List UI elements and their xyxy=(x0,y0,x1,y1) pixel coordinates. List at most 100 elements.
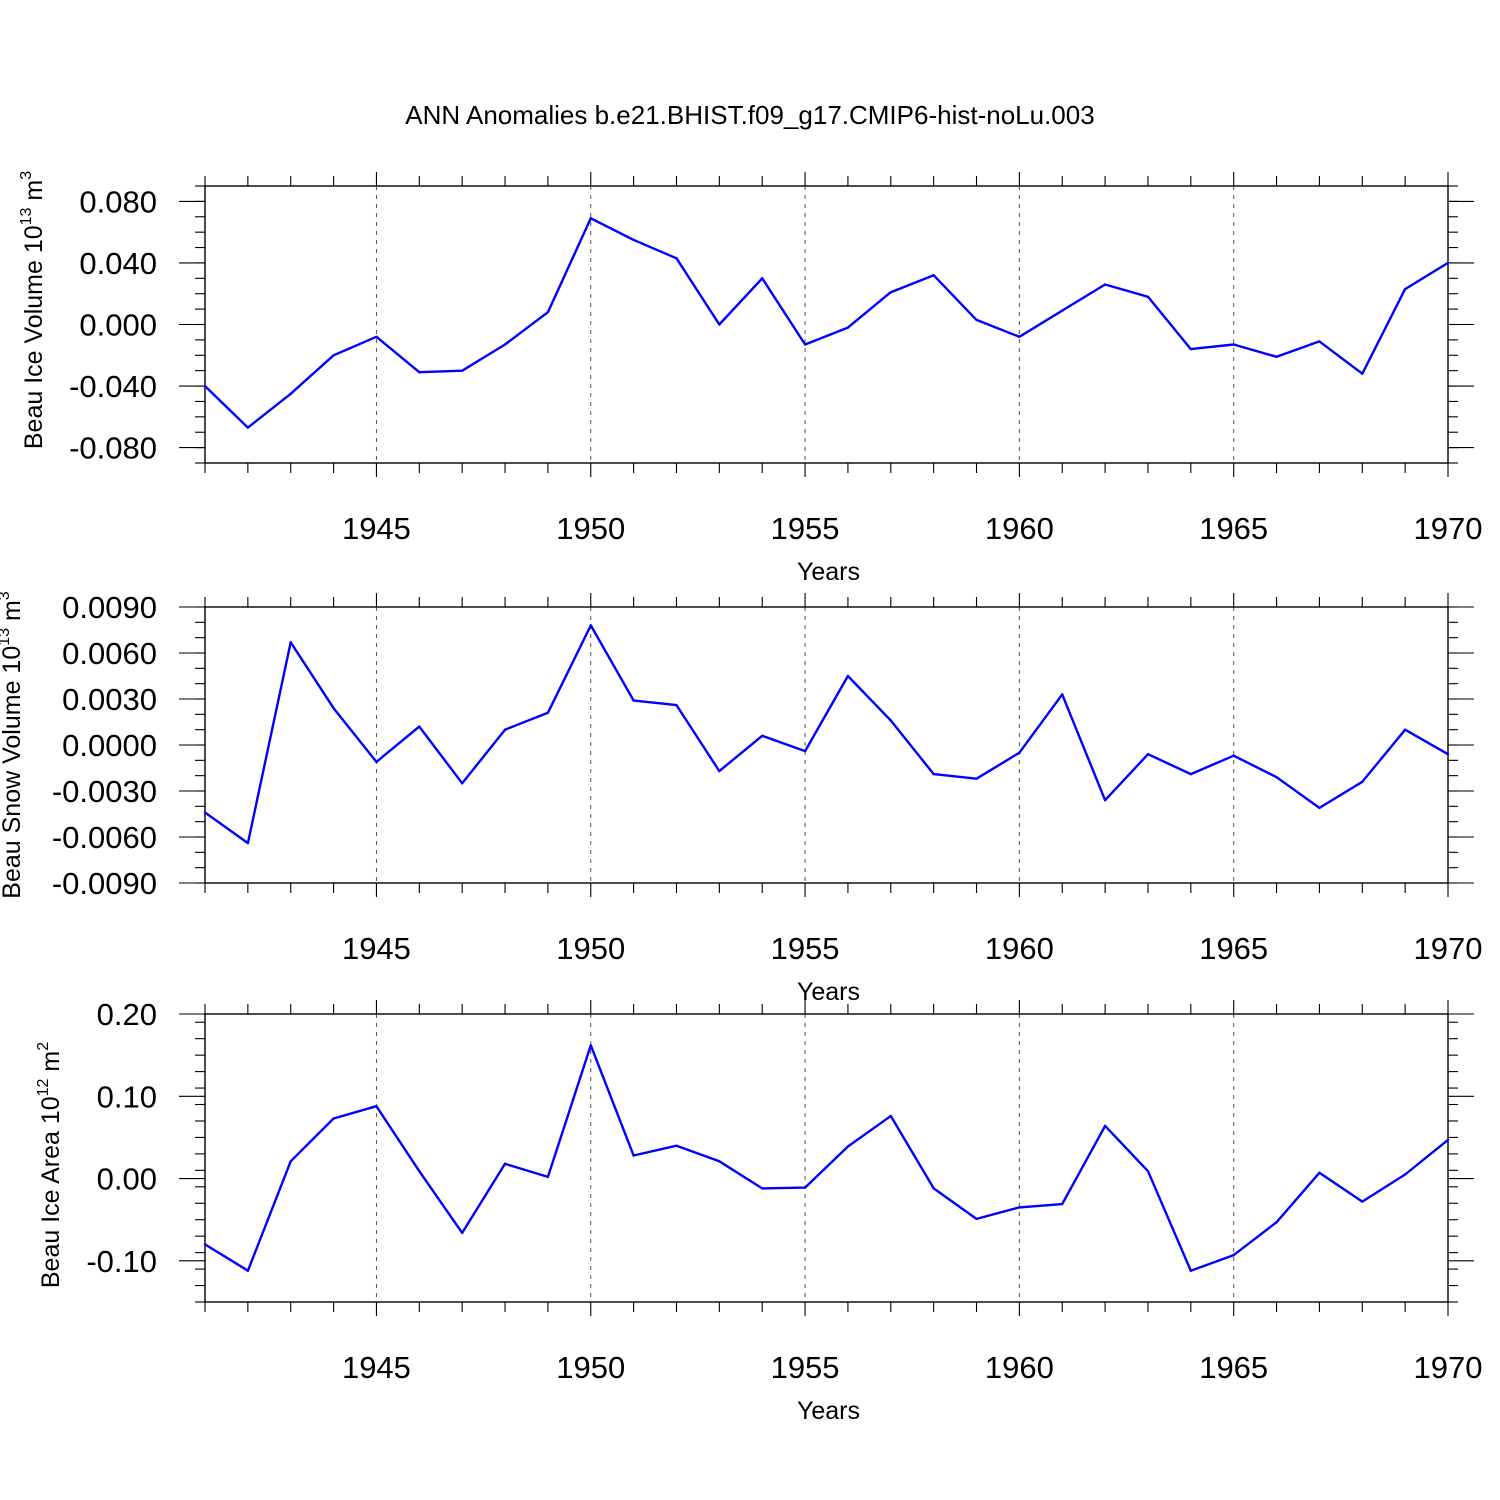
y-axis-label-unit: m xyxy=(20,180,48,208)
y-axis-label-unit-exponent: 2 xyxy=(35,1042,52,1051)
panel-3: 1945 1950 1955 1960 1965 1970 Years -0.10 0.00 0.… xyxy=(35,997,1482,1425)
y-tick-label: 0.00 xyxy=(97,1162,157,1197)
data-point xyxy=(203,384,207,388)
y-tick-label: 0.0030 xyxy=(62,682,157,717)
y-axis-label-unit: m xyxy=(0,600,26,628)
x-tick-label: 1960 xyxy=(985,511,1054,546)
data-point xyxy=(1103,799,1107,802)
data-point xyxy=(546,1175,550,1179)
data-point xyxy=(1318,1171,1321,1175)
data-point xyxy=(375,1104,378,1108)
x-tick-label: 1945 xyxy=(342,511,411,546)
data-point xyxy=(761,1187,764,1190)
data-point xyxy=(718,769,721,773)
x-tick-label: 1970 xyxy=(1414,1350,1483,1385)
y-tick-label: -0.040 xyxy=(69,369,157,404)
y-tick-label: 0.0000 xyxy=(62,728,157,763)
data-point xyxy=(675,703,678,707)
data-point xyxy=(1018,751,1021,754)
data-point xyxy=(1446,261,1450,265)
x-tick-label: 1960 xyxy=(985,931,1054,966)
x-tick-label: 1970 xyxy=(1414,931,1483,966)
chart-title: ANN Anomalies b.e21.BHIST.f09_g17.CMIP6-… xyxy=(405,100,1094,130)
data-point xyxy=(1403,287,1407,291)
data-point xyxy=(289,392,292,395)
data-point xyxy=(1189,1269,1193,1272)
data-point xyxy=(1232,1253,1235,1257)
data-point xyxy=(803,749,807,753)
data-point xyxy=(1275,1220,1278,1224)
data-point xyxy=(1018,1206,1021,1209)
data-point xyxy=(1061,693,1064,696)
data-point xyxy=(1361,780,1364,783)
data-point xyxy=(246,1269,250,1272)
data-point xyxy=(718,1160,721,1163)
data-point xyxy=(932,772,935,776)
y-axis-label: Beau Ice Area 1012 m2 xyxy=(35,1042,65,1288)
data-point xyxy=(332,354,335,357)
y-axis-label-text: Beau Ice Volume 10 xyxy=(20,225,48,449)
data-point xyxy=(332,1117,335,1120)
data-point xyxy=(1103,1124,1107,1128)
y-tick-label: -0.0060 xyxy=(52,820,157,855)
data-point xyxy=(846,326,850,329)
plot-frame xyxy=(204,1013,1449,1303)
x-tick-label: 1950 xyxy=(556,931,625,966)
x-tick-label: 1965 xyxy=(1199,1350,1268,1385)
data-point xyxy=(589,1044,592,1047)
data-point xyxy=(632,699,635,702)
data-point xyxy=(503,1162,507,1165)
x-tick-label: 1955 xyxy=(771,511,840,546)
data-point xyxy=(975,318,978,322)
data-point xyxy=(1018,335,1021,339)
x-tick-label: 1970 xyxy=(1414,511,1483,546)
data-point xyxy=(460,782,464,785)
data-point xyxy=(503,343,507,346)
data-point xyxy=(1061,1202,1064,1206)
data-point xyxy=(1361,372,1364,375)
x-tick-label: 1945 xyxy=(342,1350,411,1385)
data-point xyxy=(1189,347,1193,351)
y-axis-label-exponent: 13 xyxy=(0,628,13,646)
series-line xyxy=(204,624,1449,845)
data-point xyxy=(289,641,292,644)
data-point xyxy=(246,426,250,429)
data-point xyxy=(846,1145,850,1148)
data-point xyxy=(546,711,550,714)
series-line xyxy=(204,217,1449,429)
data-point xyxy=(1318,806,1321,810)
data-point xyxy=(1403,1173,1407,1176)
panels: 1945 1950 1955 1960 1965 1970 Years -0.080 -0.04… xyxy=(0,171,1482,1425)
x-tick-label: 1955 xyxy=(771,1350,840,1385)
series-line xyxy=(204,1044,1449,1272)
data-point xyxy=(375,760,378,764)
x-axis-label: Years xyxy=(797,978,860,1006)
data-point xyxy=(1146,295,1150,298)
data-point xyxy=(460,369,464,372)
data-point xyxy=(546,310,550,314)
data-point xyxy=(932,274,935,277)
y-tick-label: 0.000 xyxy=(79,308,157,343)
y-axis-label-unit: m xyxy=(37,1051,65,1079)
data-point xyxy=(1146,753,1150,756)
data-point xyxy=(589,217,592,220)
panel-2: 1945 1950 1955 1960 1965 1970 Years -0.0090 -0.0… xyxy=(0,590,1482,1006)
x-tick-label: 1955 xyxy=(771,931,840,966)
data-point xyxy=(589,624,592,627)
data-point xyxy=(803,1186,807,1189)
data-point xyxy=(846,674,850,678)
data-point xyxy=(246,841,250,845)
data-point xyxy=(761,734,764,737)
data-point xyxy=(1446,1138,1450,1142)
x-tick-label: 1950 xyxy=(556,511,625,546)
y-axis-label-text: Beau Ice Area 10 xyxy=(37,1096,65,1288)
y-tick-label: -0.080 xyxy=(69,431,157,466)
data-point xyxy=(460,1231,464,1235)
x-axis-label: Years xyxy=(797,558,860,586)
data-point xyxy=(1318,340,1321,343)
plot-frame xyxy=(204,185,1449,464)
data-point xyxy=(718,323,721,326)
data-point xyxy=(203,811,207,814)
y-tick-label: 0.10 xyxy=(97,1079,157,1114)
x-tick-label: 1965 xyxy=(1199,931,1268,966)
